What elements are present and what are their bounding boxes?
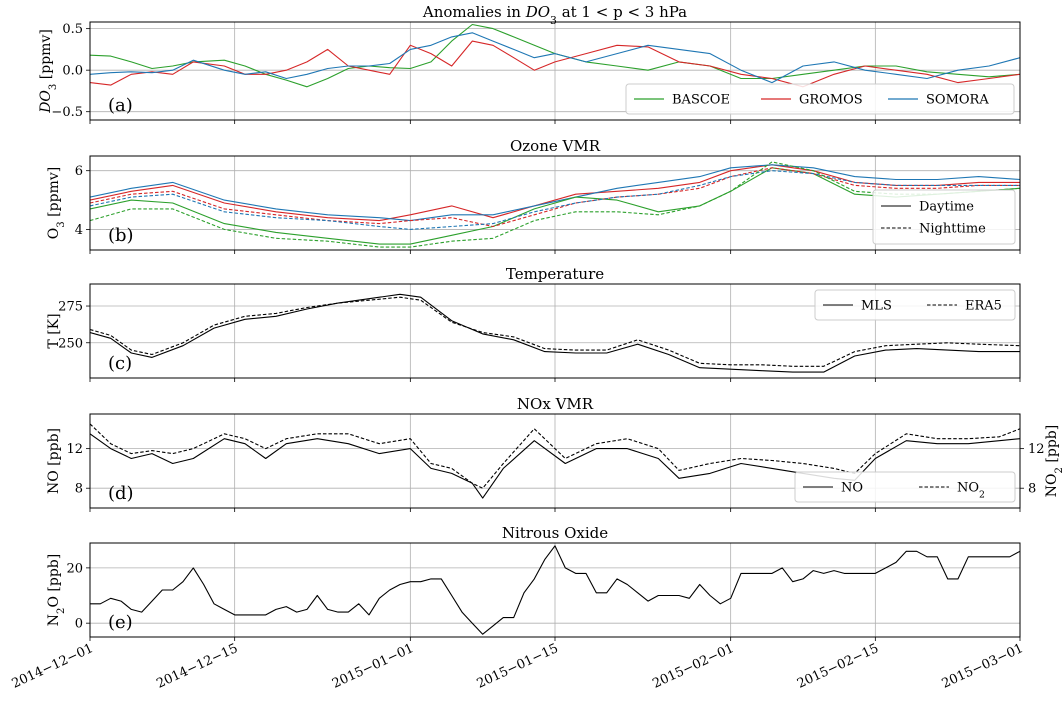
y-right-tick-label: 8 [1028, 482, 1036, 497]
legend-label-bascoe: BASCOE [672, 93, 730, 108]
series-line-1 [90, 164, 1020, 222]
y-tick-label: 6 [75, 164, 83, 179]
legend-label-no2: NO2 [957, 481, 985, 501]
legend-box [625, 83, 1015, 115]
y-axis-label: DO3 [ppmv] [38, 29, 59, 114]
y-axis-label: O3 [ppmv] [46, 167, 67, 239]
y-tick-label: 4 [75, 223, 83, 238]
y-tick-label: 0.5 [62, 22, 83, 37]
panel-title: Temperature [506, 265, 604, 283]
y-tick-label: 8 [75, 482, 83, 497]
legend-box [814, 289, 1016, 321]
series-line-1 [90, 545, 1020, 635]
x-tick-label: 2015−03−01 [940, 641, 1026, 692]
legend-label-mls: MLS [861, 299, 892, 314]
y-tick-label: 250 [58, 336, 83, 351]
panel-label: (c) [108, 353, 132, 374]
series-line-gromos [90, 40, 1020, 88]
series-line-3 [90, 167, 1020, 245]
y-tick-label: 20 [66, 561, 83, 576]
y-tick-label: 275 [58, 300, 83, 315]
series-line-mls [90, 293, 1020, 373]
series-group [90, 545, 1020, 635]
panel-c: 250 275 Temperature T [K] (c) MLS ERA5 [46, 265, 1021, 382]
x-tick-label: 2015−02−15 [795, 641, 881, 692]
legend-label-era5: ERA5 [965, 299, 1002, 314]
panel-b: 4 6 Ozone VMR O3 [ppmv] (b) Daytime Nighttime [46, 137, 1021, 254]
series-line-5 [90, 170, 1020, 230]
panel-title: Ozone VMR [510, 137, 601, 155]
panel-e: 0 20 Nitrous Oxide N2O [ppb] (e) [46, 524, 1021, 641]
series-line-era5 [90, 296, 1020, 367]
series-line-somora [90, 32, 1020, 84]
y-axis-label: T [K] [46, 313, 62, 348]
panel-title: Nitrous Oxide [502, 524, 608, 542]
x-tick-label: 2014−12−15 [154, 641, 240, 692]
series-group [90, 161, 1020, 248]
y-right-tick-label: 12 [1028, 442, 1045, 457]
y-tick-label: −0.5 [51, 105, 83, 120]
legend-label-daytime: Daytime [919, 200, 974, 215]
x-tick-label: 2014−12−01 [10, 641, 96, 692]
panel-title: Anomalies in DO3 at 1 < p < 3 hPa [422, 3, 687, 27]
panel-title: NOx VMR [517, 395, 594, 413]
series-group [90, 23, 1020, 88]
panel-label: (b) [108, 225, 134, 246]
legend-label-no: NO [841, 481, 863, 496]
y-tick-label: 0 [75, 617, 83, 632]
legend-label-somora: SOMORA [926, 93, 989, 108]
legend-box [872, 189, 1016, 245]
series-group [90, 293, 1020, 373]
y-tick-label: 0.0 [62, 64, 83, 79]
panel-label: (a) [108, 95, 133, 116]
series-line-4 [90, 167, 1020, 228]
legend: NO NO2 [794, 471, 1016, 503]
x-tick-label: 2015−01−01 [330, 641, 416, 692]
legend-label-nighttime: Nighttime [919, 222, 986, 237]
y-tick-label: 12 [66, 442, 83, 457]
panel-label: (e) [108, 612, 133, 633]
x-tick-label: 2015−01−15 [475, 641, 561, 692]
legend-label-gromos: GROMOS [799, 93, 863, 108]
y-axis-label: NO [ppb] [46, 428, 62, 494]
y-axis-label-right: NO2 [ppb] [1044, 425, 1064, 497]
panel-a: −0.5 0.0 0.5 Anomalies in DO3 at 1 < p < 3 … [38, 3, 1021, 124]
series-line-bascoe [90, 23, 1020, 88]
series-line-6 [90, 161, 1020, 248]
x-tick-label: 2015−02−01 [650, 641, 736, 692]
panel-label: (d) [108, 483, 134, 504]
legend: BASCOE GROMOS SOMORA [625, 83, 1015, 115]
legend: MLS ERA5 [814, 289, 1016, 321]
y-axis-label: N2O [ppb] [46, 554, 67, 626]
legend: Daytime Nighttime [872, 189, 1016, 245]
legend-box [794, 471, 1016, 503]
